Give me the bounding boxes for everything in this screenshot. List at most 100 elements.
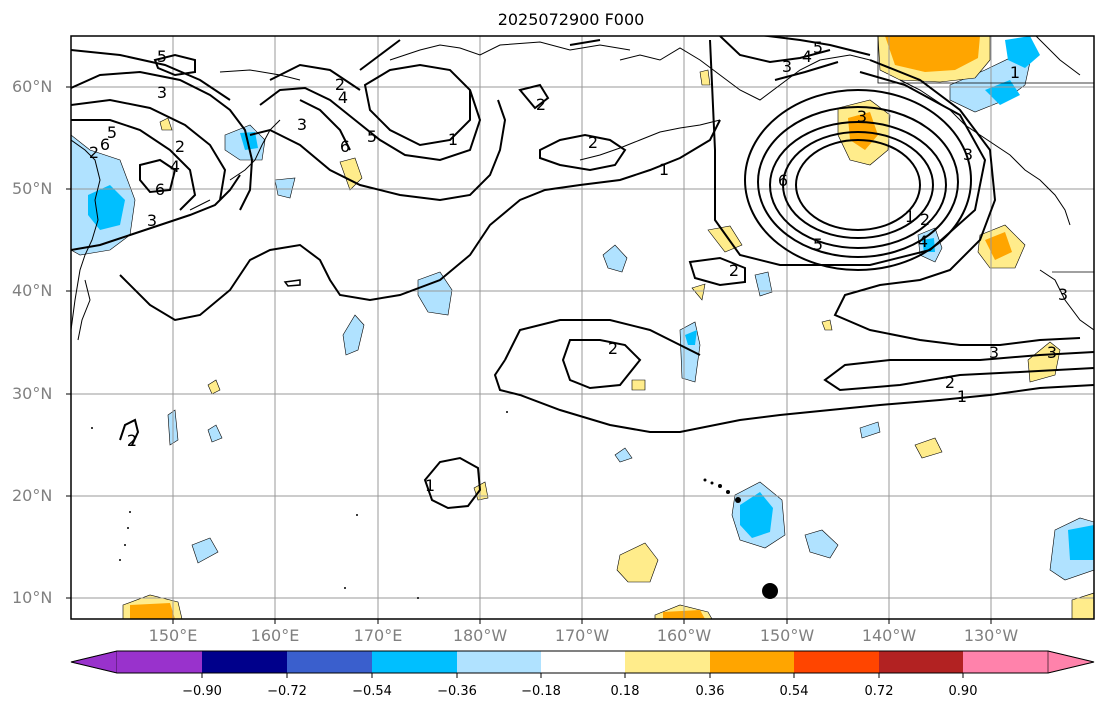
contour-label: 4	[338, 88, 348, 107]
pos-anomaly-region	[707, 225, 743, 253]
contour-label: 1	[425, 476, 435, 495]
contour-label: 3	[297, 115, 307, 134]
contour-label: 3	[157, 83, 167, 102]
contour-label: 1	[1010, 63, 1020, 82]
colorbar-segment	[879, 651, 963, 673]
contour-label: 5	[157, 47, 167, 66]
neg-anomaly-region	[859, 421, 881, 439]
contour-label: 1	[957, 387, 967, 406]
colorbar-segment	[457, 651, 541, 673]
neg-anomaly-region	[191, 537, 219, 564]
pos-anomaly-region	[473, 481, 489, 501]
neg-anomaly-region	[740, 492, 773, 538]
neg-anomaly-region	[240, 132, 258, 150]
contour-label: 2	[920, 210, 930, 229]
contour-label: 5	[813, 235, 823, 254]
pos-anomaly-region	[159, 117, 173, 131]
colorbar	[70, 650, 1095, 678]
colorbar-segment	[625, 651, 710, 673]
contour-label: 2	[729, 261, 739, 280]
neg-anomaly-region	[207, 424, 223, 443]
contour-label: 6	[155, 180, 165, 199]
lat-label-50n: 50°N	[12, 179, 53, 198]
neg-anomaly-region	[985, 80, 1020, 105]
contour-label: 4	[170, 157, 180, 176]
colorbar-tick-label: −0.72	[267, 684, 307, 699]
colorbar-extend-low	[70, 650, 118, 674]
shading-layer	[71, 36, 1094, 619]
colorbar-tick-label: 0.36	[695, 684, 725, 699]
colorbar-tick-label: 0.72	[864, 684, 894, 699]
colorbar-tick-label: 0.54	[779, 684, 809, 699]
lon-label-160w: 160°W	[656, 626, 712, 645]
colorbar-segment	[710, 651, 794, 673]
contour-label: 2	[588, 133, 598, 152]
contour-label: 6	[100, 135, 110, 154]
lon-label-170e: 170°E	[353, 626, 403, 645]
colorbar-tick-label: −0.36	[437, 684, 477, 699]
neg-anomaly-region	[417, 271, 453, 316]
pos-anomaly-region	[616, 542, 659, 583]
neg-anomaly-region	[949, 57, 1031, 113]
colorbar-segment	[202, 651, 287, 673]
colorbar-segment	[287, 651, 372, 673]
contour-label: 5	[107, 123, 117, 142]
contour-label: 6	[778, 171, 788, 190]
lon-label-140w: 140°W	[861, 626, 917, 645]
contour-label-group: 5 3 2 6 4 5 2 6 3 4 5 3 6 2 1 2 2 1 2 2 …	[89, 38, 1068, 495]
colorbar-segment	[117, 651, 202, 673]
colorbar-tick-label: 0.90	[948, 684, 978, 699]
pos-anomaly-region	[1071, 592, 1094, 619]
contour-label: 4	[802, 47, 812, 66]
contour-label: 3	[782, 57, 792, 76]
contour-label: 2	[536, 95, 546, 114]
colorbar-tick-label: −0.18	[521, 684, 561, 699]
colorbar-segment	[541, 651, 625, 673]
neg-anomaly-region	[274, 177, 296, 199]
colorbar-tick-label: 0.18	[610, 684, 640, 699]
neg-anomaly-region	[685, 330, 697, 345]
neg-anomaly-region	[1068, 525, 1094, 560]
contour-label: 2	[127, 431, 137, 450]
contour-label: 5	[367, 127, 377, 146]
neg-anomaly-region	[614, 447, 633, 463]
lon-label-180w: 180°W	[452, 626, 508, 645]
pos-anomaly-region	[821, 319, 833, 331]
map-title: 2025072900 F000	[497, 10, 645, 29]
coastlines	[71, 36, 1094, 341]
colorbar-segment	[963, 651, 1048, 673]
contour-label: 3	[147, 211, 157, 230]
lat-label-30n: 30°N	[12, 384, 53, 403]
lon-label-150e: 150°E	[148, 626, 198, 645]
neg-anomaly-region	[88, 185, 125, 230]
pos-anomaly-region	[339, 157, 363, 191]
pos-anomaly-region	[914, 437, 943, 459]
colorbar-extend-high	[1047, 650, 1095, 674]
contour-label: 3	[1047, 343, 1057, 362]
lat-label-40n: 40°N	[12, 281, 53, 300]
pos-anomaly-region	[691, 283, 706, 301]
colorbar-segment	[372, 651, 457, 673]
axis-ticks	[66, 86, 992, 624]
contour-label: 1	[905, 207, 915, 226]
contour-label: 3	[1058, 285, 1068, 304]
graticule	[71, 36, 1094, 619]
contour-label: 3	[989, 343, 999, 362]
pos-anomaly-region	[130, 603, 175, 619]
colorbar-tick-label: −0.54	[352, 684, 392, 699]
colorbar-tick-label: −0.90	[182, 684, 222, 699]
pos-anomaly-region	[631, 379, 646, 391]
lon-label-170w: 170°W	[554, 626, 610, 645]
neg-anomaly-region	[804, 529, 839, 559]
contour-lines	[71, 36, 1094, 510]
lon-label-130w: 130°W	[963, 626, 1019, 645]
contour-label: 3	[857, 107, 867, 126]
pos-anomaly-region	[885, 36, 980, 72]
lat-label-20n: 20°N	[12, 486, 53, 505]
colorbar-segment	[794, 651, 879, 673]
contour-label: 1	[659, 160, 669, 179]
contour-label: 5	[813, 38, 823, 57]
neg-anomaly-region	[602, 244, 628, 273]
pos-anomaly-region	[985, 232, 1012, 260]
